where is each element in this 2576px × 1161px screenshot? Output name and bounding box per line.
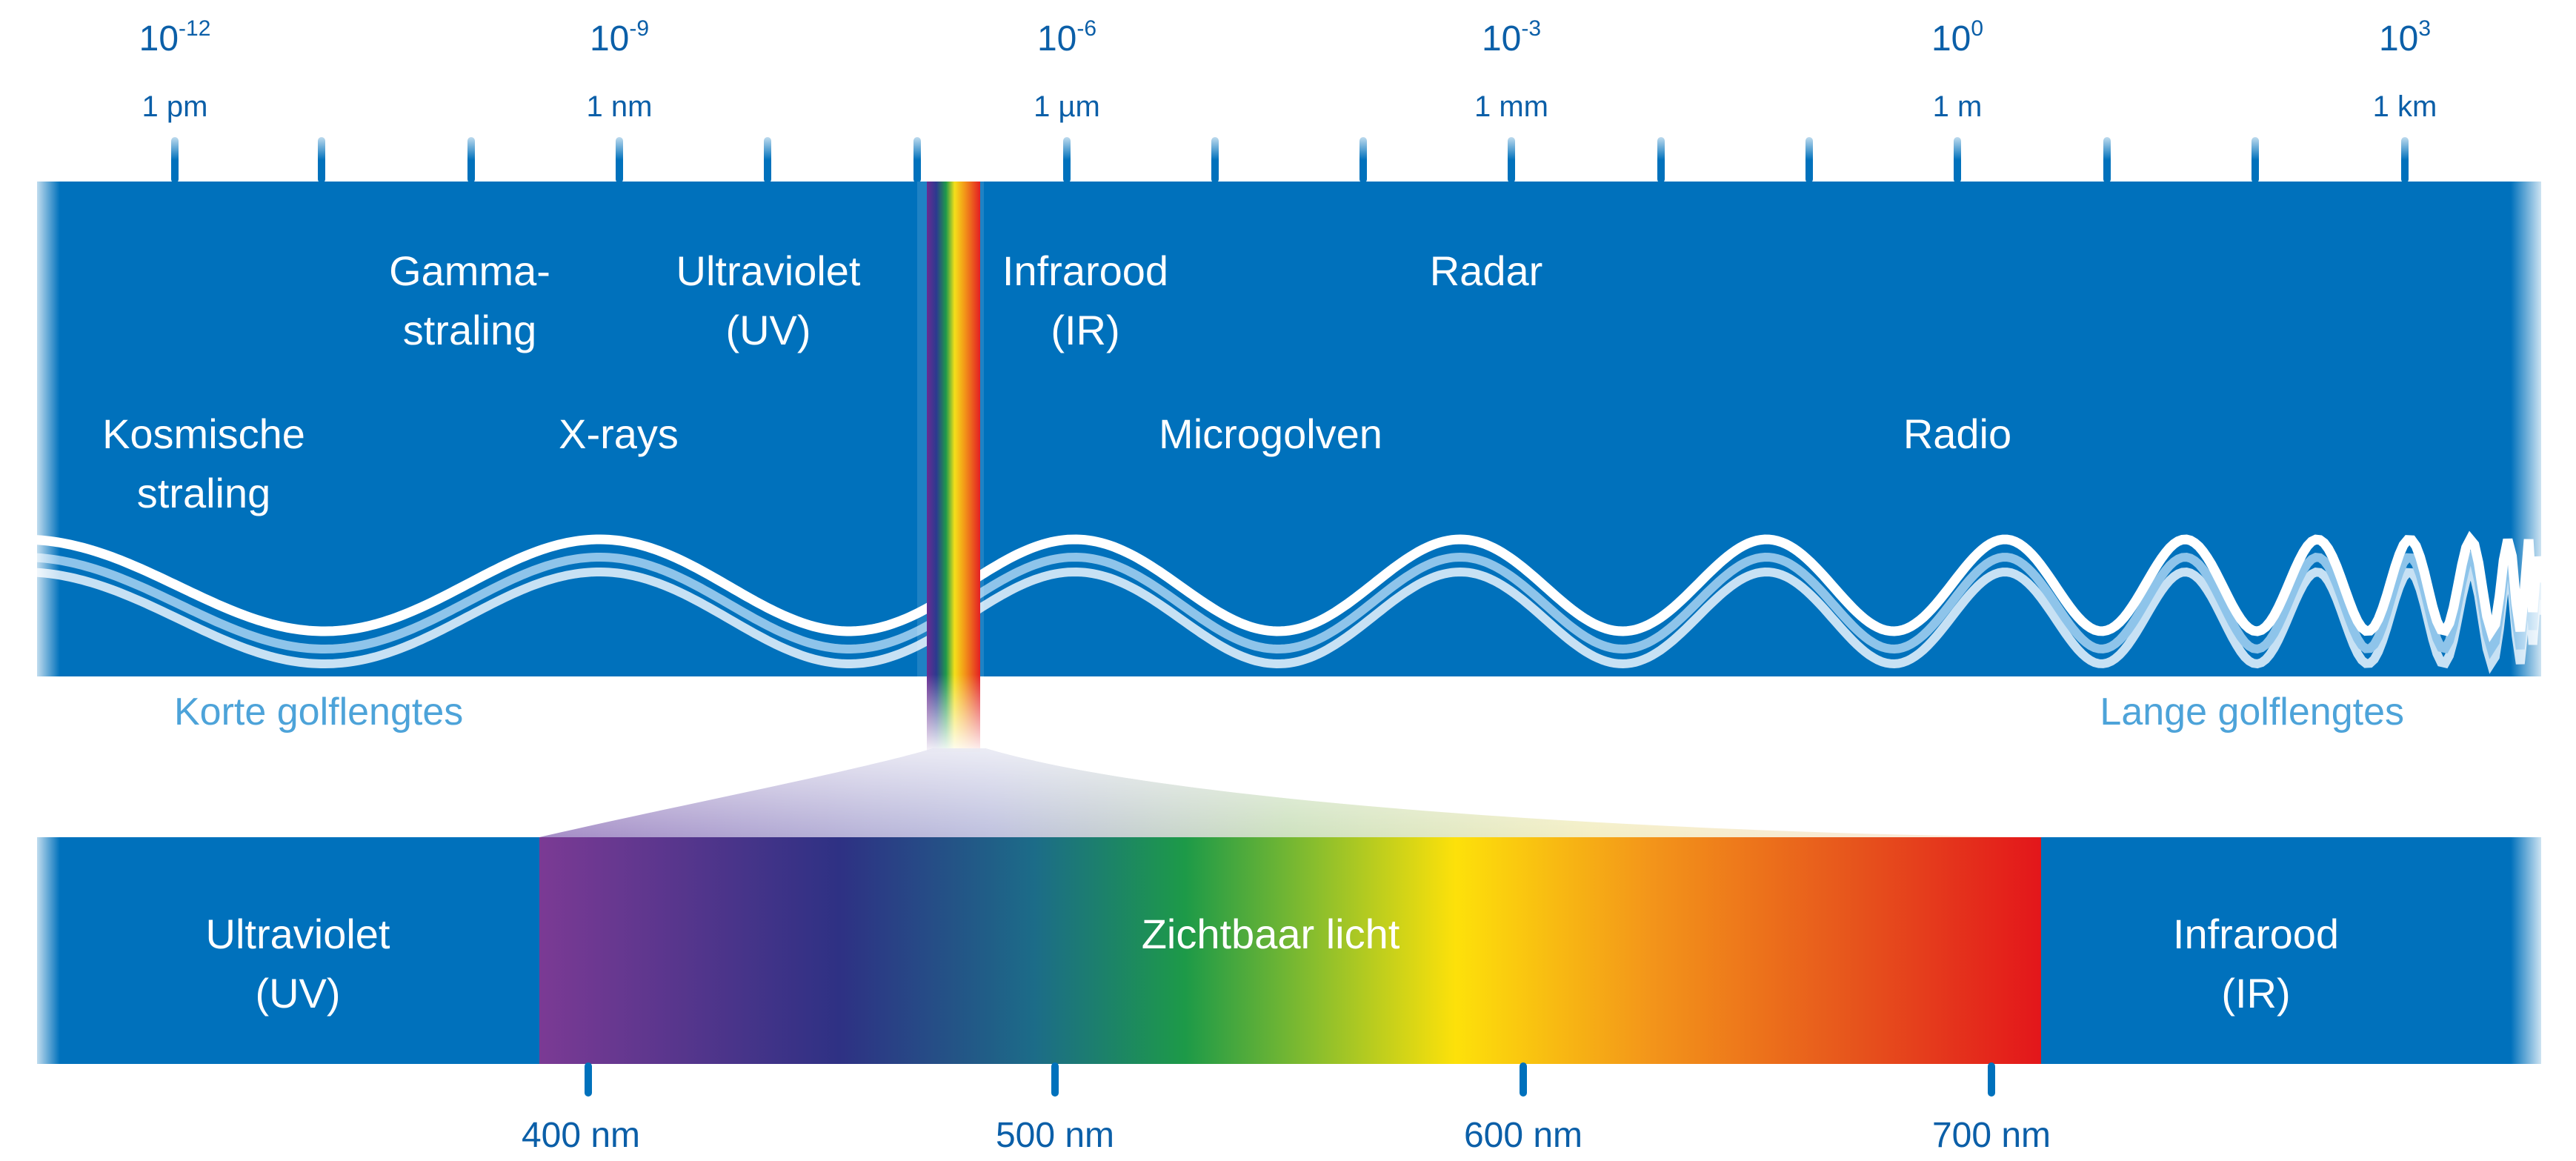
band-label-cosmic: Kosmische: [102, 410, 305, 457]
band-label-micro: Microgolven: [1159, 410, 1382, 457]
scale-tick: [2401, 137, 2409, 183]
visible-light-strip: [917, 182, 984, 756]
scale-power-label: 100: [1931, 16, 1983, 59]
band-label-uv: (UV): [725, 307, 811, 353]
scale-tick: [1954, 137, 1961, 183]
scale-unit-label: 1 mm: [1474, 90, 1548, 123]
scale-unit-label: 1 km: [2373, 90, 2437, 123]
visible-light-zoom-fan: [539, 748, 2041, 837]
band-label-uv: Ultraviolet: [676, 247, 861, 294]
scale-unit-label: 1 µm: [1034, 90, 1100, 123]
visible-band-labels: Ultraviolet (UV) Zichtbaar licht Infraro…: [206, 911, 2340, 1017]
band-label-radio: Radio: [1903, 410, 2011, 457]
scale-tick: [1805, 137, 1813, 183]
scale-tick: [467, 137, 475, 183]
scale-power-label: 10-6: [1037, 16, 1096, 59]
scale-tick: [1359, 137, 1367, 183]
scale-tick: [1211, 137, 1219, 183]
scale-tick: [1063, 137, 1071, 183]
spectrum-band-edge-fade: [30, 182, 2549, 676]
nm-tick-label: 700 nm: [1932, 1116, 2051, 1155]
rainbow-strip: [927, 182, 980, 752]
scale-unit-label: 1 nm: [587, 90, 653, 123]
scale-power-label: 10-12: [139, 16, 211, 59]
nm-tick-label: 500 nm: [996, 1116, 1114, 1155]
visible-spectrum-band: [30, 837, 2549, 1064]
nm-tick-label: 400 nm: [522, 1116, 640, 1155]
band-label-ir: Infrarood: [1002, 247, 1168, 294]
scale-tick: [764, 137, 771, 183]
scale-tick: [1657, 137, 1665, 183]
nm-tick: [585, 1062, 592, 1097]
band-label-xray: X-rays: [559, 410, 679, 457]
scale-power-label: 103: [2379, 16, 2431, 59]
band-label-gamma: Gamma-: [389, 247, 550, 294]
bottom-label-uv: Ultraviolet: [206, 911, 390, 957]
nm-tick: [1051, 1062, 1059, 1097]
bottom-label-ir: Infrarood: [2173, 911, 2339, 957]
scale-tick: [913, 137, 921, 183]
scale-tick: [2251, 137, 2259, 183]
fan-top-fade: [539, 748, 2041, 837]
short-wavelengths-label: Korte golflengtes: [174, 691, 463, 733]
band-label-ir: (IR): [1051, 307, 1119, 353]
band-label-radar: Radar: [1430, 247, 1543, 294]
nm-tick: [1520, 1062, 1527, 1097]
rainbow-strip-fade: [923, 674, 984, 756]
scale-power-label: 10-3: [1482, 16, 1541, 59]
bottom-label-visible: Zichtbaar licht: [1142, 911, 1400, 957]
nm-tick-labels: 400 nm 500 nm 600 nm 700 nm: [522, 1116, 2051, 1155]
scale-tick: [1508, 137, 1515, 183]
band-labels: Gamma- straling Ultraviolet (UV) Infraro…: [102, 247, 2011, 516]
scale-unit-label: 1 pm: [142, 90, 208, 123]
nm-tick-label: 600 nm: [1464, 1116, 1582, 1155]
visible-wavelength-ticks: [585, 1062, 1995, 1097]
bottom-band-edge-fade: [30, 837, 2549, 1064]
scale-tick: [171, 137, 179, 183]
bottom-label-uv: (UV): [255, 970, 340, 1017]
band-label-gamma: straling: [403, 307, 537, 353]
nm-tick: [1988, 1062, 1995, 1097]
band-label-cosmic: straling: [137, 470, 271, 516]
scale-tick: [2103, 137, 2111, 183]
scale-tick: [616, 137, 623, 183]
scale-power-label: 10-9: [590, 16, 649, 59]
scale-unit-label: 1 m: [1933, 90, 1983, 123]
long-wavelengths-label: Lange golflengtes: [2100, 691, 2404, 733]
wavelength-scale-ticks: [171, 137, 2409, 183]
scale-tick: [318, 137, 325, 183]
spectrum-band: [30, 182, 2549, 676]
wavelength-annotations: Korte golflengtes Lange golflengtes: [174, 691, 2404, 733]
scale-labels: 10-12 1 pm 10-9 1 nm 10-6 1 µm 10-3 1 mm…: [139, 16, 2437, 123]
bottom-label-ir: (IR): [2221, 970, 2290, 1017]
